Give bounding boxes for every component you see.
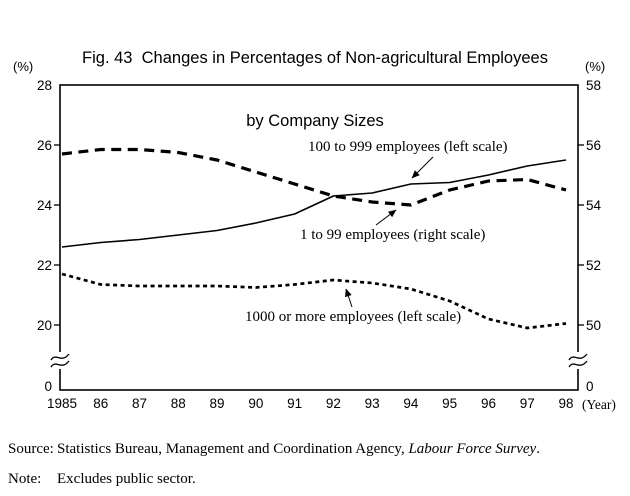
right-tick-label: 58 (586, 78, 601, 93)
left-axis: (%) 28 26 24 22 20 0 (13, 59, 70, 394)
left-zero-label: 0 (44, 379, 52, 394)
right-tick-label: 54 (586, 198, 602, 213)
year-tick-label: 88 (171, 396, 186, 411)
axis-break-mark (568, 353, 588, 361)
series-label: 1000 or more employees (left scale) (245, 309, 461, 325)
year-tick-label: 86 (93, 396, 108, 411)
annotation-arrow (345, 288, 353, 308)
left-axis-unit-label: (%) (13, 59, 33, 74)
year-tick-label: 92 (326, 396, 341, 411)
right-axis: (%) 58 56 54 52 50 0 (568, 59, 605, 394)
year-tick-label: 1985 (47, 396, 77, 411)
year-tick-label: 94 (403, 396, 419, 411)
source-line: Source: Statistics Bureau, Management an… (8, 441, 626, 458)
left-tick-label: 20 (37, 318, 52, 333)
year-tick-label: 97 (520, 396, 535, 411)
note-label: Note: (8, 471, 42, 487)
right-zero-label: 0 (586, 379, 594, 394)
plot-frame (59, 84, 579, 391)
source-text: Statistics Bureau, Management and Coordi… (57, 441, 540, 457)
year-tick-label: 90 (248, 396, 263, 411)
series-line-dotted (61, 272, 567, 330)
line-chart: (%) 28 26 24 22 20 0 (%) 58 56 54 52 50 0 1985 86 87 88 89… (13, 59, 616, 412)
source-label: Source: (8, 441, 54, 457)
year-tick-label: 98 (558, 396, 573, 411)
source-publication: Labour Force Survey (408, 441, 537, 457)
annotation-arrow (411, 156, 434, 179)
right-tick-label: 56 (586, 138, 601, 153)
note-line: Note: Excludes public sector. (8, 471, 626, 488)
left-tick-label: 22 (37, 258, 52, 273)
year-tick-label: 87 (132, 396, 147, 411)
series-label: 100 to 999 employees (left scale) (308, 139, 508, 155)
series-line-dashed (61, 147, 567, 207)
annotations: 100 to 999 employees (left scale) 1 to 99… (245, 139, 508, 325)
figure-title-line2: by Company Sizes (246, 112, 384, 130)
left-tick-label: 26 (37, 138, 52, 153)
year-tick-label: 91 (287, 396, 302, 411)
left-tick-label: 24 (37, 198, 53, 213)
axis-break-mark (50, 360, 70, 368)
x-axis: 1985 86 87 88 89 90 91 92 93 94 95 96 97 98 (Year) (47, 396, 616, 412)
annotation-arrow (375, 209, 397, 226)
series-line-solid (61, 159, 567, 248)
x-axis-unit-label: (Year) (582, 397, 616, 412)
left-tick-label: 28 (37, 78, 52, 93)
right-tick-label: 52 (586, 258, 601, 273)
series-label: 1 to 99 employees (right scale) (300, 227, 485, 243)
note-text: Excludes public sector. (57, 471, 196, 487)
year-tick-label: 95 (442, 396, 457, 411)
figure-title: Fig. 43 Changes in Percentages of Non-ag… (0, 6, 630, 174)
right-axis-unit-label: (%) (585, 59, 605, 74)
axis-break-mark (568, 360, 588, 368)
axis-break-mark (50, 353, 70, 361)
year-tick-label: 96 (481, 396, 496, 411)
year-tick-label: 89 (210, 396, 225, 411)
right-tick-label: 50 (586, 318, 601, 333)
figure-title-line1: Fig. 43 Changes in Percentages of Non-ag… (82, 49, 548, 67)
year-tick-label: 93 (365, 396, 380, 411)
